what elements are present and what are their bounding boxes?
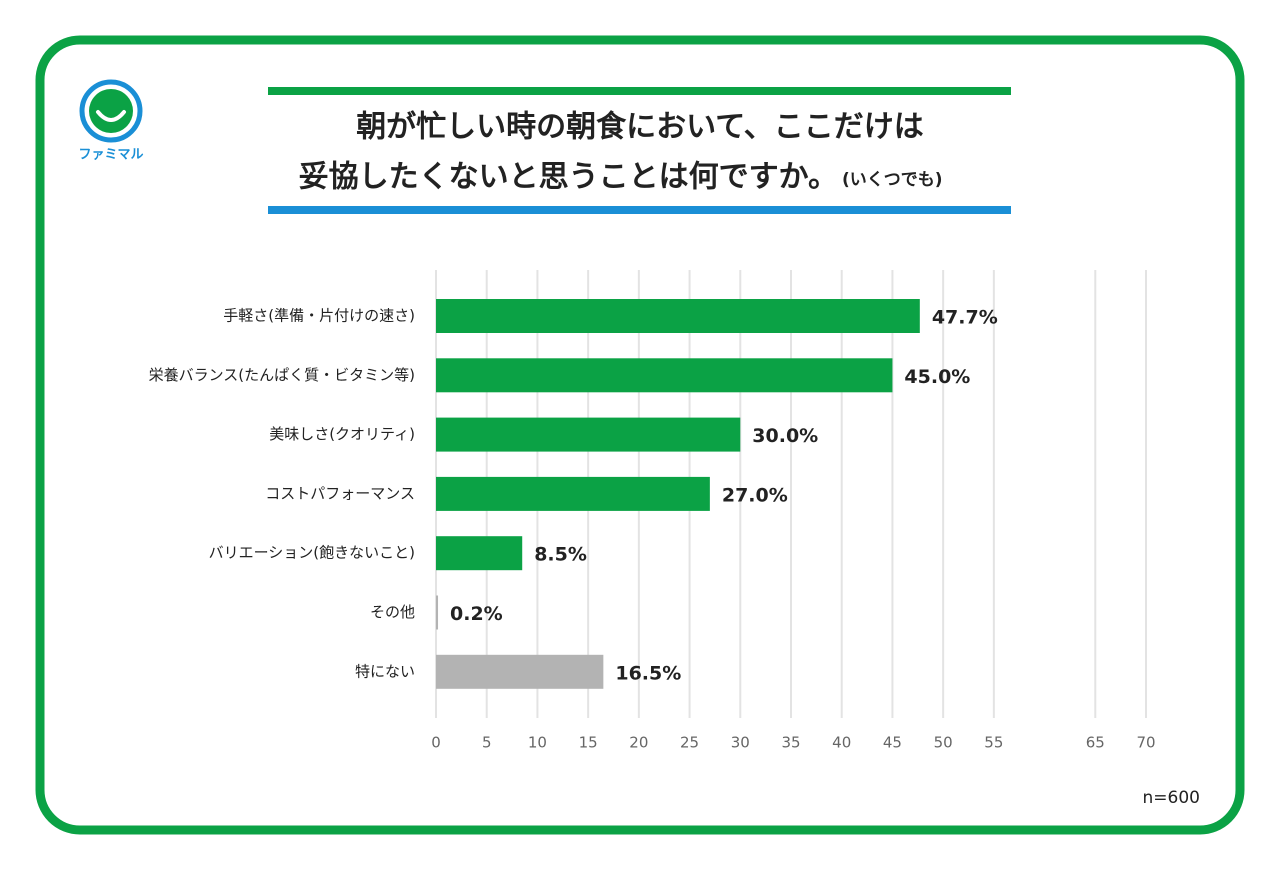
chart-title: 妥協したくないと思うことは何ですか。 xyxy=(299,160,838,195)
y-tick-label: バリエーション(飽きないこと) xyxy=(209,544,415,562)
bar xyxy=(436,299,920,333)
x-tick-label: 65 xyxy=(1086,734,1105,752)
x-tick-label: 25 xyxy=(680,734,699,752)
y-tick-label: 栄養バランス(たんぱく質・ビタミン等) xyxy=(149,366,415,384)
y-tick-label: 特にない xyxy=(355,662,415,680)
chart-subtitle: (いくつでも) xyxy=(842,170,943,190)
x-tick-label: 45 xyxy=(883,734,902,752)
y-tick-label: 手軽さ(準備・片付けの速さ) xyxy=(223,307,415,325)
logo-smile xyxy=(96,110,126,122)
value-label: 16.5% xyxy=(615,662,681,684)
value-label: 0.2% xyxy=(450,603,503,625)
x-tick-label: 70 xyxy=(1136,734,1155,752)
x-tick-label: 40 xyxy=(832,734,851,752)
title-rule-bottom xyxy=(268,206,1011,214)
logo-face xyxy=(89,89,133,133)
x-tick-label: 0 xyxy=(431,734,441,752)
bar xyxy=(436,417,741,452)
x-tick-label: 15 xyxy=(579,734,598,752)
y-tick-label: 美味しさ(クオリティ) xyxy=(269,425,415,443)
x-tick-label: 55 xyxy=(984,734,1003,752)
note: n=600 xyxy=(1143,788,1200,808)
value-label: 27.0% xyxy=(722,484,788,506)
x-tick-label: 10 xyxy=(528,734,547,752)
x-tick-label: 35 xyxy=(781,734,800,752)
value-label: 8.5% xyxy=(534,544,587,566)
bar xyxy=(436,536,523,571)
bar xyxy=(436,595,439,630)
logo-text: ファミマル xyxy=(78,148,143,163)
chart-title: 朝が忙しい時の朝食において、ここだけは xyxy=(356,110,924,145)
value-label: 30.0% xyxy=(752,425,818,447)
title-rule-top xyxy=(268,87,1011,95)
logo: ファミマル xyxy=(78,79,144,163)
y-tick-label: コストパフォーマンス xyxy=(265,484,415,502)
x-tick-label: 30 xyxy=(731,734,750,752)
x-tick-label: 20 xyxy=(629,734,648,752)
bar xyxy=(436,358,893,393)
value-label: 47.7% xyxy=(932,307,998,329)
x-tick-label: 50 xyxy=(934,734,953,752)
bar xyxy=(436,476,710,511)
value-label: 45.0% xyxy=(904,366,970,388)
y-tick-label: その他 xyxy=(370,603,415,621)
bar xyxy=(436,654,604,689)
x-tick-label: 5 xyxy=(482,734,492,752)
